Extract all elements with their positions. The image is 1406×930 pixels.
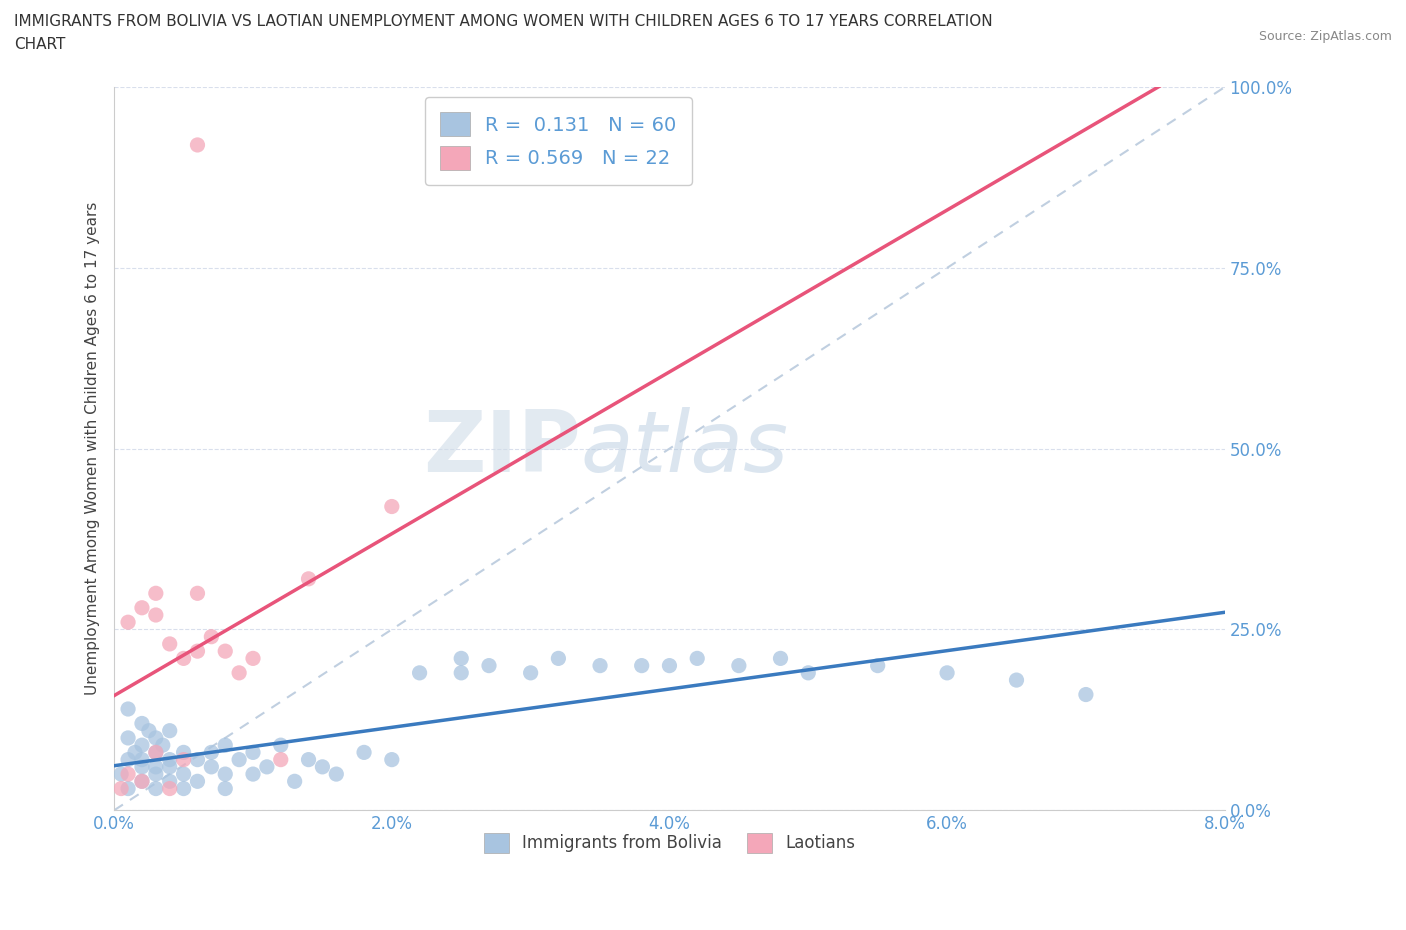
Point	[311, 760, 333, 775]
Point	[117, 615, 139, 630]
Point	[242, 651, 264, 666]
Point	[131, 737, 153, 752]
Point	[131, 601, 153, 616]
Text: CHART: CHART	[14, 37, 66, 52]
Point	[270, 752, 292, 767]
Point	[270, 737, 292, 752]
Point	[450, 665, 472, 680]
Point	[159, 781, 181, 796]
Point	[325, 766, 347, 781]
Point	[408, 665, 430, 680]
Point	[131, 716, 153, 731]
Point	[284, 774, 307, 789]
Point	[124, 745, 146, 760]
Point	[242, 745, 264, 760]
Point	[173, 752, 195, 767]
Point	[658, 658, 681, 673]
Point	[228, 752, 250, 767]
Point	[381, 499, 404, 514]
Point	[728, 658, 751, 673]
Point	[866, 658, 889, 673]
Point	[145, 745, 167, 760]
Point	[145, 760, 167, 775]
Point	[117, 730, 139, 745]
Point	[200, 745, 222, 760]
Point	[110, 781, 132, 796]
Point	[630, 658, 652, 673]
Point	[214, 781, 236, 796]
Point	[110, 766, 132, 781]
Point	[797, 665, 820, 680]
Point	[186, 138, 208, 153]
Point	[159, 636, 181, 651]
Y-axis label: Unemployment Among Women with Children Ages 6 to 17 years: Unemployment Among Women with Children A…	[86, 202, 100, 696]
Point	[117, 752, 139, 767]
Point	[145, 766, 167, 781]
Point	[1074, 687, 1097, 702]
Point	[131, 774, 153, 789]
Point	[186, 752, 208, 767]
Point	[297, 571, 319, 586]
Point	[297, 752, 319, 767]
Point	[589, 658, 612, 673]
Point	[159, 774, 181, 789]
Point	[214, 737, 236, 752]
Point	[173, 781, 195, 796]
Point	[152, 737, 174, 752]
Point	[381, 752, 404, 767]
Point	[145, 730, 167, 745]
Point	[200, 760, 222, 775]
Point	[186, 644, 208, 658]
Point	[214, 644, 236, 658]
Point	[173, 651, 195, 666]
Point	[547, 651, 569, 666]
Point	[353, 745, 375, 760]
Point	[256, 760, 278, 775]
Point	[117, 701, 139, 716]
Point	[478, 658, 501, 673]
Point	[1005, 672, 1028, 687]
Point	[186, 774, 208, 789]
Text: Source: ZipAtlas.com: Source: ZipAtlas.com	[1258, 30, 1392, 43]
Text: ZIP: ZIP	[423, 407, 581, 490]
Text: atlas: atlas	[581, 407, 789, 490]
Point	[131, 760, 153, 775]
Point	[173, 745, 195, 760]
Point	[200, 630, 222, 644]
Point	[138, 724, 160, 738]
Text: IMMIGRANTS FROM BOLIVIA VS LAOTIAN UNEMPLOYMENT AMONG WOMEN WITH CHILDREN AGES 6: IMMIGRANTS FROM BOLIVIA VS LAOTIAN UNEMP…	[14, 14, 993, 29]
Point	[450, 651, 472, 666]
Point	[117, 781, 139, 796]
Point	[131, 752, 153, 767]
Point	[159, 752, 181, 767]
Point	[186, 586, 208, 601]
Point	[145, 745, 167, 760]
Point	[131, 774, 153, 789]
Point	[145, 586, 167, 601]
Point	[145, 607, 167, 622]
Point	[936, 665, 959, 680]
Legend: Immigrants from Bolivia, Laotians: Immigrants from Bolivia, Laotians	[477, 826, 862, 859]
Point	[769, 651, 792, 666]
Point	[242, 766, 264, 781]
Point	[214, 766, 236, 781]
Point	[519, 665, 541, 680]
Point	[145, 781, 167, 796]
Point	[159, 724, 181, 738]
Point	[173, 766, 195, 781]
Point	[117, 766, 139, 781]
Point	[159, 760, 181, 775]
Point	[228, 665, 250, 680]
Point	[686, 651, 709, 666]
